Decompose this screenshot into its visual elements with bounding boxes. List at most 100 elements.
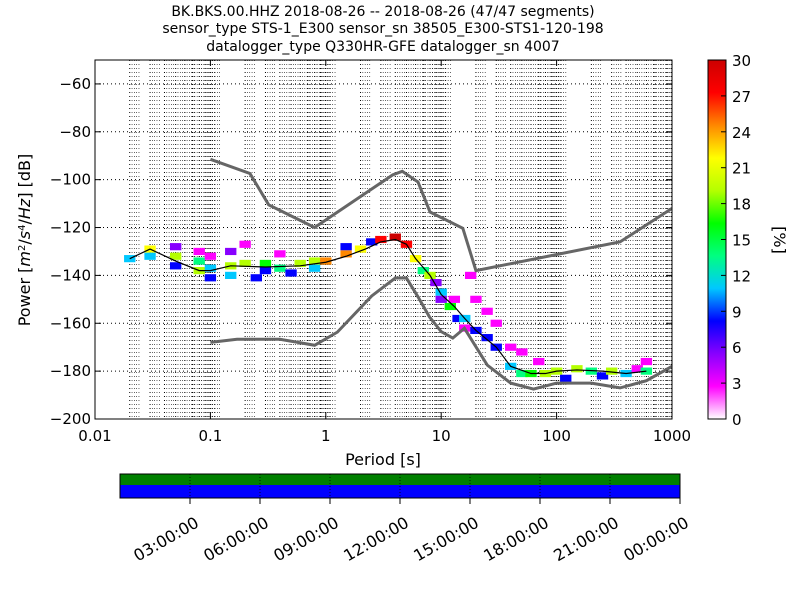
title-line-3: datalogger_type Q330HR-GFE datalogger_sn… (206, 39, 559, 55)
timeline-tick-label: 12:00:00 (340, 513, 412, 565)
y-tick-label: −140 (50, 266, 91, 284)
psd-cell (340, 250, 352, 258)
psd-cell (470, 295, 482, 303)
timeline-tick-label: 09:00:00 (270, 513, 342, 565)
y-tick-label: −200 (50, 410, 91, 428)
mode-line (129, 238, 647, 375)
x-axis-ticks: 0.01 0.1 1 10 100 1000 (78, 60, 691, 445)
psd-cell (250, 274, 263, 282)
x-axis-label: Period [s] (345, 450, 421, 469)
plot-area: 0.01 0.1 1 10 100 1000 −200 −180 −160 −140 −120 −1… (50, 59, 691, 445)
y-axis-label: Power [m2/s4/Hz] [dB] (15, 154, 34, 327)
colorbar-tick-label: 30 (732, 52, 751, 70)
psd-cell (444, 302, 457, 311)
psd-cell (259, 259, 272, 268)
colorbar-tick-label: 9 (732, 303, 742, 321)
psd-cell (169, 262, 182, 270)
timeline-tick-label: 15:00:00 (410, 513, 482, 565)
colorbar-tick-label: 27 (732, 88, 751, 106)
timeline-band-top (120, 474, 680, 485)
psd-cell (340, 243, 352, 251)
colorbar-tick-label: 15 (732, 232, 751, 250)
psd-cell (169, 252, 182, 260)
colorbar-tick-label: 12 (732, 267, 751, 285)
colorbar-tick-label: 0 (732, 411, 742, 429)
title-line-2: sensor_type STS-1_E300 sensor_sn 38505_E… (162, 21, 603, 37)
colorbar-tick-label: 24 (732, 124, 751, 142)
x-tick-label: 1000 (653, 427, 691, 445)
timeline-tick-label: 06:00:00 (200, 513, 272, 565)
psd-cell (417, 267, 430, 275)
y-tick-label: −120 (50, 219, 91, 237)
psd-cell (571, 365, 583, 373)
colorbar-ticks: 0 3 6 9 12 15 18 21 24 27 30 (721, 52, 751, 429)
psd-cell (640, 357, 653, 366)
colorbar-tick-label: 6 (732, 339, 742, 357)
psd-cell (225, 247, 237, 256)
psd-cell (354, 245, 367, 253)
psd-cell (204, 264, 217, 272)
timeline-tick-label: 18:00:00 (480, 513, 552, 565)
plot-frame (94, 59, 673, 420)
timeline-tick-label: 00:00:00 (620, 513, 692, 565)
y-tick-label: −100 (50, 171, 91, 189)
psd-cell (481, 334, 493, 342)
y-tick-label: −180 (50, 362, 91, 380)
psd-cell (464, 271, 477, 279)
psd-cell (204, 252, 217, 260)
colorbar-label: [%] (770, 226, 789, 254)
psd-cell (193, 257, 205, 265)
noise-model-high (209, 157, 672, 273)
y-tick-label: −80 (59, 123, 91, 141)
grid (95, 60, 672, 419)
psd-cell (430, 278, 442, 287)
psd-cell (308, 264, 321, 272)
psd-cell (144, 252, 156, 260)
psd-cell (516, 369, 528, 378)
colorbar-tick-label: 18 (732, 196, 751, 214)
psd-cell (239, 259, 251, 268)
colorbar-tick-label: 21 (732, 160, 751, 178)
psd-cell (320, 257, 332, 265)
colorbar-tick-label: 3 (732, 375, 742, 393)
psd-cell (169, 243, 182, 251)
x-tick-label: 10 (432, 427, 451, 445)
psd-cell (631, 365, 643, 373)
noise-model-low (210, 276, 672, 391)
psd-cell (448, 295, 461, 303)
psd-cell (274, 264, 286, 272)
psd-cell (274, 250, 286, 258)
psd-cell (225, 271, 237, 279)
psd-cell (490, 319, 502, 327)
x-tick-label: 0.1 (198, 427, 222, 445)
chart-title: BK.BKS.00.HHZ 2018-08-26 -- 2018-08-26 (… (162, 4, 603, 55)
y-tick-label: −60 (59, 75, 91, 93)
noise-models (209, 157, 672, 391)
psd-cell (204, 274, 217, 282)
psd-cell (435, 295, 447, 303)
x-tick-label: 1 (321, 427, 331, 445)
psd-cell (366, 238, 378, 246)
y-axis-ticks: −200 −180 −160 −140 −120 −100 −80 −60 (50, 75, 672, 428)
timeline-tick-label: 03:00:00 (130, 513, 202, 565)
psd-cell (452, 314, 464, 323)
psd-cell (504, 343, 517, 351)
psd-cell (481, 307, 493, 315)
psd-cell (389, 233, 401, 241)
y-tick-label: −160 (50, 314, 91, 332)
title-line-1: BK.BKS.00.HHZ 2018-08-26 -- 2018-08-26 (… (171, 4, 594, 20)
psd-cell (516, 348, 528, 356)
psd-cell (193, 247, 205, 256)
psd-cell (294, 259, 306, 268)
psd-cell (533, 357, 545, 366)
psd-cell (239, 240, 251, 248)
psd-cell (560, 374, 572, 382)
psd-cell (375, 235, 387, 244)
timeline-tick-label: 21:00:00 (550, 513, 622, 565)
psd-cell (605, 367, 618, 375)
psd-cell (259, 267, 272, 275)
x-tick-label: 100 (542, 427, 571, 445)
colorbar: 0 3 6 9 12 15 18 21 24 27 30 [%] (707, 52, 789, 429)
psd-cell (596, 372, 609, 380)
